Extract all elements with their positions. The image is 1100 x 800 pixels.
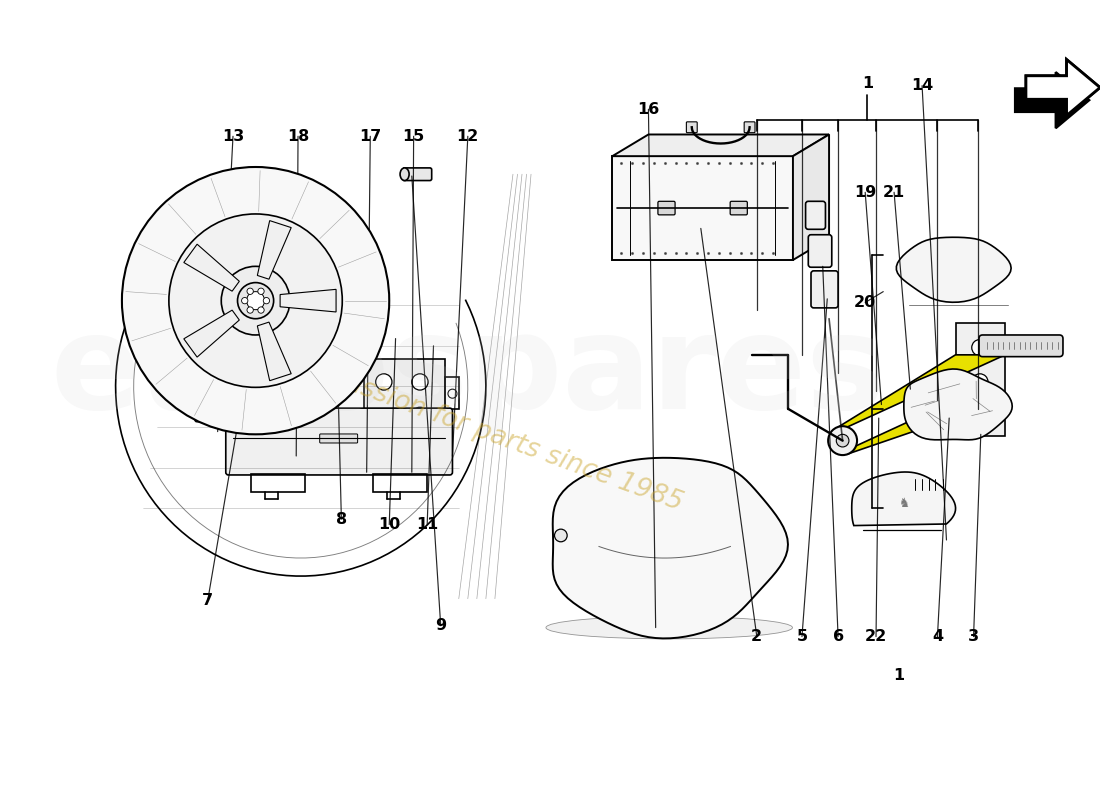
Text: 17: 17 (359, 129, 382, 144)
Circle shape (122, 167, 389, 434)
FancyBboxPatch shape (226, 408, 452, 475)
Text: 15: 15 (403, 129, 425, 144)
Circle shape (448, 389, 456, 398)
Text: a passion for parts since 1985: a passion for parts since 1985 (304, 356, 686, 517)
FancyBboxPatch shape (320, 434, 358, 443)
Polygon shape (613, 134, 829, 156)
FancyBboxPatch shape (956, 323, 1005, 436)
Polygon shape (851, 472, 956, 526)
Text: 19: 19 (854, 185, 877, 200)
Polygon shape (896, 238, 1011, 302)
Polygon shape (280, 290, 337, 312)
Text: 1: 1 (862, 77, 873, 91)
Polygon shape (1026, 59, 1100, 115)
FancyBboxPatch shape (686, 122, 697, 133)
Circle shape (411, 374, 428, 390)
FancyBboxPatch shape (745, 122, 755, 133)
Circle shape (257, 288, 264, 294)
FancyBboxPatch shape (808, 234, 832, 267)
Text: 6: 6 (833, 629, 844, 644)
Circle shape (376, 374, 392, 390)
Polygon shape (184, 310, 240, 357)
Text: 8: 8 (336, 512, 346, 526)
FancyBboxPatch shape (811, 271, 838, 308)
Polygon shape (838, 400, 1005, 454)
Circle shape (257, 307, 264, 314)
Polygon shape (838, 355, 1005, 427)
Text: 22: 22 (865, 629, 887, 644)
FancyBboxPatch shape (979, 335, 1063, 357)
Circle shape (238, 282, 274, 318)
Text: ♞: ♞ (899, 498, 910, 510)
Polygon shape (552, 458, 788, 638)
Polygon shape (1026, 59, 1100, 115)
Circle shape (554, 529, 568, 542)
Polygon shape (257, 221, 292, 279)
Polygon shape (904, 369, 1012, 440)
Text: 18: 18 (287, 129, 309, 144)
Circle shape (169, 214, 342, 387)
Ellipse shape (546, 616, 792, 639)
Polygon shape (257, 322, 292, 381)
Text: 12: 12 (456, 129, 478, 144)
Circle shape (971, 374, 988, 390)
Text: 10: 10 (378, 517, 400, 532)
Text: 3: 3 (968, 629, 979, 644)
Circle shape (828, 426, 857, 455)
FancyBboxPatch shape (364, 359, 446, 445)
Circle shape (411, 407, 428, 423)
Circle shape (248, 288, 253, 294)
Polygon shape (1015, 72, 1089, 128)
Text: 9: 9 (436, 618, 447, 634)
Text: 4: 4 (932, 629, 943, 644)
Text: 20: 20 (854, 295, 877, 310)
FancyBboxPatch shape (403, 168, 431, 181)
Ellipse shape (400, 168, 409, 181)
Circle shape (971, 408, 988, 424)
Text: 7: 7 (202, 593, 213, 608)
Circle shape (242, 298, 248, 304)
Text: 2: 2 (751, 629, 762, 644)
Text: 21: 21 (883, 185, 905, 200)
Polygon shape (184, 244, 240, 291)
Text: 14: 14 (911, 78, 933, 94)
Text: 5: 5 (796, 629, 807, 644)
Text: 13: 13 (222, 129, 244, 144)
Circle shape (248, 307, 253, 314)
Circle shape (263, 298, 270, 304)
Circle shape (971, 339, 988, 356)
Circle shape (836, 434, 849, 447)
Text: eurospares: eurospares (51, 310, 886, 437)
Text: 1: 1 (893, 668, 904, 683)
FancyBboxPatch shape (805, 202, 825, 230)
Circle shape (221, 266, 290, 335)
Polygon shape (613, 156, 793, 260)
FancyBboxPatch shape (730, 202, 747, 215)
Text: 11: 11 (416, 517, 438, 532)
Text: 16: 16 (637, 102, 660, 117)
FancyBboxPatch shape (658, 202, 675, 215)
FancyBboxPatch shape (195, 398, 220, 422)
Circle shape (246, 292, 265, 310)
Polygon shape (793, 134, 829, 260)
